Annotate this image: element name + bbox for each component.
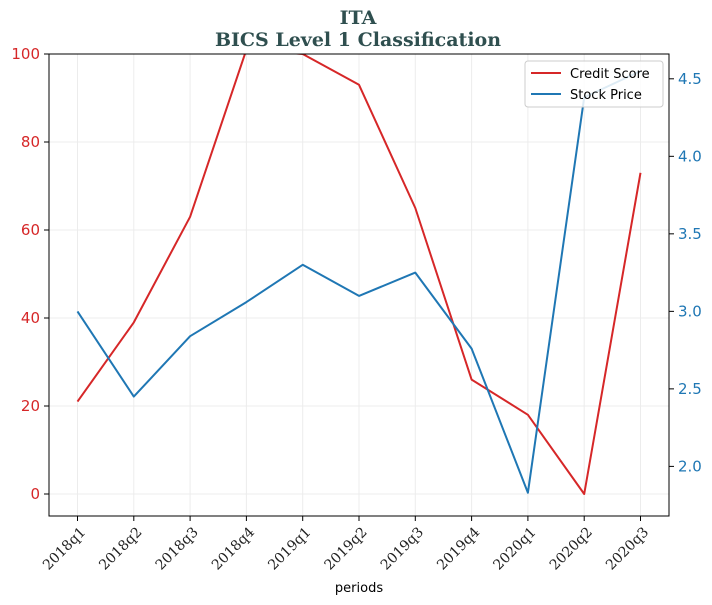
right-axis: 2.0 2.5 3.0 3.5 4.0 4.5 xyxy=(669,70,702,475)
left-tick-label: 40 xyxy=(21,309,40,327)
x-tick-label: 2019q2 xyxy=(322,524,371,573)
x-tick-label: 2019q1 xyxy=(265,524,314,573)
left-tick-label: 20 xyxy=(21,397,40,415)
chart-subtitle: BICS Level 1 Classification xyxy=(215,29,501,51)
x-tick-label: 2018q4 xyxy=(209,524,258,573)
right-tick-label: 2.0 xyxy=(678,457,702,475)
left-tick-label: 80 xyxy=(21,133,40,151)
right-tick-label: 2.5 xyxy=(678,380,702,398)
x-tick-label: 2020q1 xyxy=(490,524,539,573)
series-layer xyxy=(76,54,642,495)
x-tick-label: 2020q2 xyxy=(547,524,596,573)
chart-title: ITA xyxy=(340,7,377,29)
legend: Credit Score Stock Price xyxy=(524,60,664,108)
legend-label-stock-price: Stock Price xyxy=(570,88,642,103)
series-line-credit-score xyxy=(76,54,642,495)
right-tick-label: 4.0 xyxy=(678,147,702,165)
x-tick-label: 2018q2 xyxy=(96,524,145,573)
series-line-stock-price xyxy=(76,70,641,494)
left-axis: 0 20 40 60 80 100 xyxy=(11,45,49,503)
legend-label-credit-score: Credit Score xyxy=(570,67,650,82)
x-tick-label: 2020q3 xyxy=(603,524,652,573)
right-tick-label: 4.5 xyxy=(678,70,702,88)
right-tick-label: 3.0 xyxy=(678,302,702,320)
left-tick-label: 0 xyxy=(30,485,40,503)
x-tick-label: 2018q3 xyxy=(153,524,202,573)
left-tick-label: 100 xyxy=(11,45,40,63)
right-tick-label: 3.5 xyxy=(678,225,702,243)
left-tick-label: 60 xyxy=(21,221,40,239)
x-tick-label: 2018q1 xyxy=(40,524,89,573)
x-axis-label: periods xyxy=(335,581,383,596)
x-tick-label: 2019q3 xyxy=(378,524,427,573)
gridlines xyxy=(49,53,669,516)
x-axis: 2018q1 2018q2 2018q3 2018q4 2019q1 2019q2 2019… xyxy=(40,516,652,573)
x-tick-label: 2019q4 xyxy=(434,524,483,573)
